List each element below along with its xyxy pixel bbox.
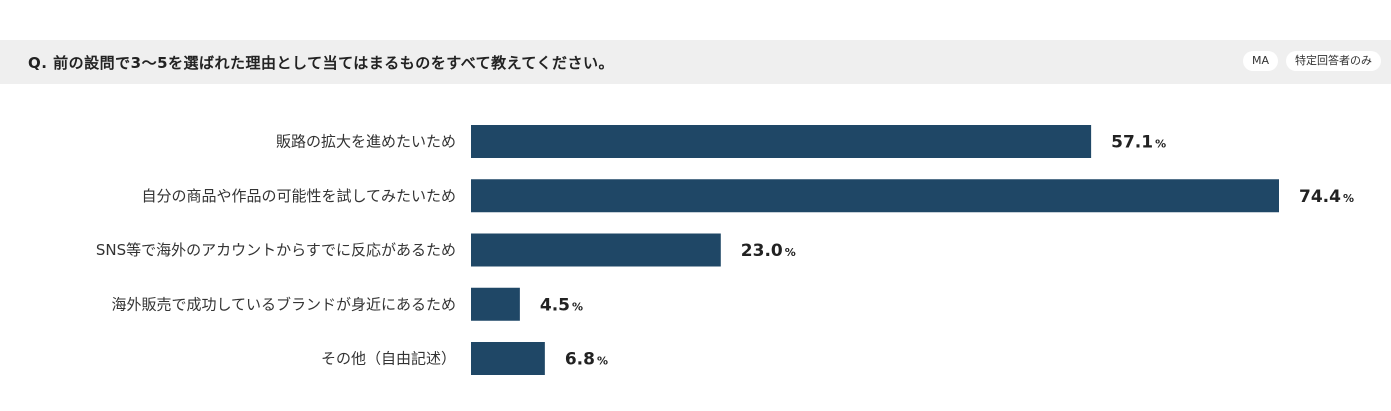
value-label: 74.4% — [1299, 187, 1354, 207]
bar — [471, 342, 545, 375]
category-label: SNS等で海外のアカウントからすでに反応があるため — [96, 241, 456, 259]
value-label: 6.8% — [565, 350, 608, 370]
question-header: Q. 前の設問で3〜5を選ばれた理由として当てはまるものをすべて教えてください。… — [0, 40, 1391, 84]
ma-badge: MA — [1242, 51, 1278, 71]
value-label: 4.5% — [540, 295, 583, 315]
bar — [471, 179, 1279, 213]
value-label: 23.0% — [741, 241, 796, 261]
category-label: 販路の拡大を進めたいため — [276, 133, 456, 151]
bar — [471, 287, 520, 321]
category-label: 自分の商品や作品の可能性を試してみたいため — [141, 187, 456, 205]
bar — [471, 233, 721, 267]
bar — [471, 125, 1092, 158]
category-label: その他（自由記述） — [321, 350, 456, 368]
badge-group: MA 特定回答者のみ — [1242, 51, 1381, 71]
value-label: 57.1% — [1111, 133, 1166, 153]
category-label: 海外販売で成功しているブランドが身近にあるため — [111, 295, 456, 313]
respondent-filter-badge: 特定回答者のみ — [1286, 51, 1381, 71]
question-title: Q. 前の設問で3〜5を選ばれた理由として当てはまるものをすべて教えてください。 — [28, 54, 614, 72]
